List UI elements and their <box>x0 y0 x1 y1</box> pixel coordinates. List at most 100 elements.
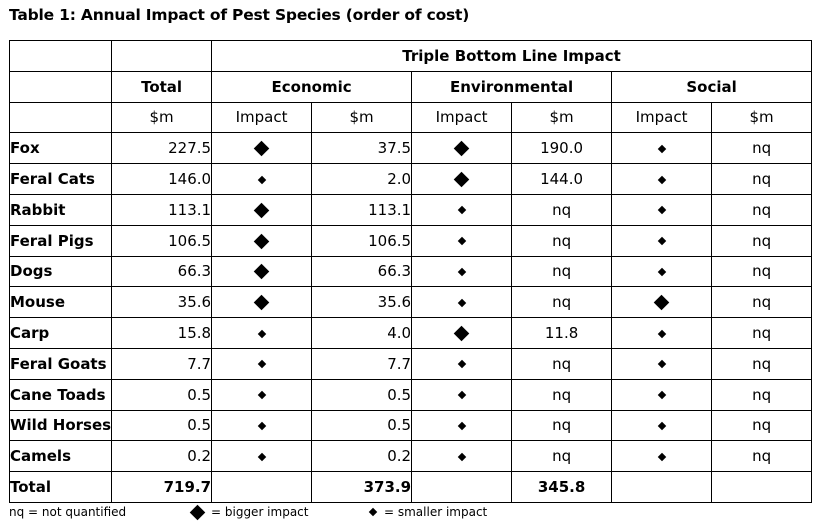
economic-value: 7.7 <box>311 347 413 380</box>
environmental-impact <box>411 132 513 165</box>
species-name: Carp <box>8 317 113 349</box>
header-blank <box>8 70 113 103</box>
economic-impact <box>211 224 313 257</box>
economic-impact <box>211 409 313 442</box>
economic-header: Economic <box>211 70 413 103</box>
small-diamond-icon <box>457 421 466 431</box>
legend-small-text: = smaller impact <box>384 505 488 519</box>
table-row: Feral Goats 7.7 7.7 nq nq <box>8 347 813 380</box>
economic-total-value: 373.9 <box>311 471 413 503</box>
table-row: Wild Horses 0.5 0.5 nq nq <box>8 409 813 442</box>
environmental-impact <box>411 163 513 195</box>
small-diamond-icon <box>457 267 466 277</box>
small-diamond-icon <box>657 175 666 184</box>
economic-impact <box>211 163 313 195</box>
total-value: 66.3 <box>111 255 213 288</box>
total-value: 106.5 <box>111 224 213 257</box>
table-row: Dogs 66.3 66.3 nq nq <box>8 255 813 288</box>
impact-header: Impact <box>211 101 313 134</box>
impact-header: Impact <box>411 101 513 134</box>
environmental-impact <box>411 286 513 319</box>
table-row: Fox 227.5 37.5 190.0 nq <box>8 132 813 165</box>
small-diamond-icon <box>657 452 666 461</box>
table-row: Feral Pigs 106.5 106.5 nq nq <box>8 224 813 257</box>
environmental-value: nq <box>511 224 613 257</box>
small-diamond-icon <box>657 360 666 369</box>
social-impact <box>611 286 713 319</box>
environmental-impact <box>411 317 513 349</box>
social-value: nq <box>711 347 813 380</box>
species-name: Cane Toads <box>8 378 113 411</box>
total-value: 0.2 <box>111 440 213 473</box>
legend-small: = smaller impact <box>368 505 488 519</box>
environmental-impact <box>411 409 513 442</box>
environmental-value: 144.0 <box>511 163 613 195</box>
social-impact <box>611 378 713 411</box>
small-diamond-icon <box>457 360 466 369</box>
species-name: Wild Horses <box>8 409 113 442</box>
small-diamond-icon <box>257 421 266 431</box>
economic-value: 35.6 <box>311 286 413 319</box>
social-impact <box>611 163 713 195</box>
small-diamond-icon <box>657 236 666 246</box>
total-blank <box>211 471 313 503</box>
header-blank <box>8 101 113 134</box>
total-value: 146.0 <box>111 163 213 195</box>
economic-value: 4.0 <box>311 317 413 349</box>
pest-impact-table: Triple Bottom Line Impact Total Economic… <box>8 40 813 503</box>
impact-header: Impact <box>611 101 713 134</box>
environmental-value: 190.0 <box>511 132 613 165</box>
economic-value: 66.3 <box>311 255 413 288</box>
social-impact <box>611 193 713 226</box>
social-impact <box>611 409 713 442</box>
social-value: nq <box>711 193 813 226</box>
table-row: Camels 0.2 0.2 nq nq <box>8 440 813 473</box>
legend-big-text: = bigger impact <box>211 505 309 519</box>
total-blank <box>711 471 813 503</box>
total-value: 35.6 <box>111 286 213 319</box>
small-diamond-icon <box>457 452 466 461</box>
species-name: Rabbit <box>8 193 113 226</box>
header-row-categories: Total Economic Environmental Social <box>8 70 813 103</box>
small-diamond-icon <box>657 390 666 400</box>
unit-header: $m <box>111 101 213 134</box>
large-diamond-icon <box>253 233 270 249</box>
environmental-value: nq <box>511 409 613 442</box>
small-diamond-icon <box>257 452 266 461</box>
environmental-value: nq <box>511 378 613 411</box>
small-diamond-icon <box>257 329 266 338</box>
environmental-total-value: 345.8 <box>511 471 613 503</box>
table-row: Cane Toads 0.5 0.5 nq nq <box>8 378 813 411</box>
economic-value: 0.2 <box>311 440 413 473</box>
small-diamond-icon <box>457 236 466 246</box>
triple-bottom-line-header: Triple Bottom Line Impact <box>211 40 813 72</box>
legend-nq: nq = not quantified <box>9 505 126 519</box>
total-value: 227.5 <box>111 132 213 165</box>
social-value: nq <box>711 317 813 349</box>
social-value: nq <box>711 255 813 288</box>
total-label: Total <box>8 471 113 503</box>
economic-impact <box>211 440 313 473</box>
economic-value: 0.5 <box>311 409 413 442</box>
total-row: Total 719.7 373.9 345.8 <box>8 471 813 503</box>
table-row: Feral Cats 146.0 2.0 144.0 nq <box>8 163 813 195</box>
total-blank <box>611 471 713 503</box>
header-row-tbl: Triple Bottom Line Impact <box>8 40 813 72</box>
environmental-impact <box>411 347 513 380</box>
small-diamond-icon <box>457 390 466 400</box>
legend-big: = bigger impact <box>189 504 309 520</box>
large-diamond-icon <box>253 202 270 219</box>
social-impact <box>611 224 713 257</box>
unit-header: $m <box>711 101 813 134</box>
social-value: nq <box>711 286 813 319</box>
environmental-impact <box>411 224 513 257</box>
economic-value: 37.5 <box>311 132 413 165</box>
species-name: Camels <box>8 440 113 473</box>
species-name: Feral Cats <box>8 163 113 195</box>
legend-nq-text: nq = not quantified <box>9 505 127 519</box>
economic-impact <box>211 132 313 165</box>
total-value: 0.5 <box>111 409 213 442</box>
social-impact <box>611 255 713 288</box>
environmental-header: Environmental <box>411 70 613 103</box>
social-value: nq <box>711 163 813 195</box>
